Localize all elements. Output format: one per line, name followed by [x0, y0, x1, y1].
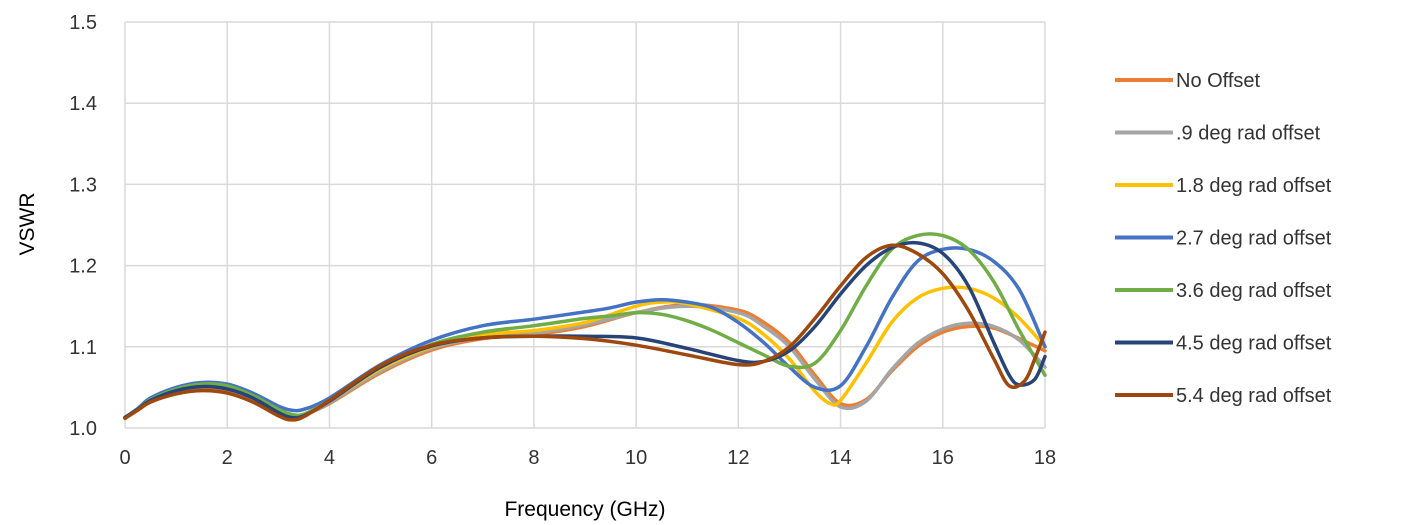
x-tick-label: 0: [119, 447, 130, 469]
series-lines: [123, 232, 1047, 422]
series-line-4-5-deg-rad-offset: [123, 240, 1047, 420]
x-axis-title: Frequency (GHz): [504, 498, 665, 521]
legend-label-no-offset: No Offset: [1176, 70, 1261, 92]
legend-label-1-8-deg-rad-offset: 1.8 deg rad offset: [1176, 175, 1332, 197]
x-tick-label: 8: [528, 447, 539, 469]
x-axis-ticks: 0 2 4 6 8 10 12 14 16 18: [119, 447, 1056, 469]
x-tick-label: 14: [829, 447, 851, 469]
series-line-3-6-deg-rad-offset: [123, 232, 1047, 420]
legend-label-4-5-deg-rad-offset: 4.5 deg rad offset: [1176, 333, 1332, 355]
series-line-2-7-deg-rad-offset: [123, 246, 1047, 420]
y-tick-label: 1.4: [69, 93, 97, 115]
x-tick-label: 10: [625, 447, 647, 469]
y-tick-label: 1.1: [69, 337, 97, 359]
legend-label-5-4-deg-rad-offset: 5.4 deg rad offset: [1176, 385, 1332, 407]
legend: No Offset .9 deg rad offset 1.8 deg rad of…: [1115, 70, 1332, 407]
legend-label-9-deg-rad-offset: .9 deg rad offset: [1176, 123, 1321, 145]
x-tick-label: 2: [222, 447, 233, 469]
y-tick-label: 1.2: [69, 256, 97, 278]
x-tick-label: 12: [727, 447, 749, 469]
legend-label-2-7-deg-rad-offset: 2.7 deg rad offset: [1176, 228, 1332, 250]
y-tick-label: 1.3: [69, 174, 97, 196]
series-line-5-4-deg-rad-offset: [123, 243, 1047, 422]
y-axis-title: VSWR: [16, 193, 39, 256]
x-tick-label: 16: [932, 447, 954, 469]
gridlines: [124, 21, 1046, 429]
x-tick-label: 18: [1034, 447, 1056, 469]
y-tick-label: 1.0: [69, 418, 97, 440]
legend-label-3-6-deg-rad-offset: 3.6 deg rad offset: [1176, 280, 1332, 302]
x-tick-label: 4: [324, 447, 335, 469]
y-axis-ticks: 1.0 1.1 1.2 1.3 1.4 1.5: [69, 12, 97, 440]
x-tick-label: 6: [426, 447, 437, 469]
y-tick-label: 1.5: [69, 12, 97, 34]
